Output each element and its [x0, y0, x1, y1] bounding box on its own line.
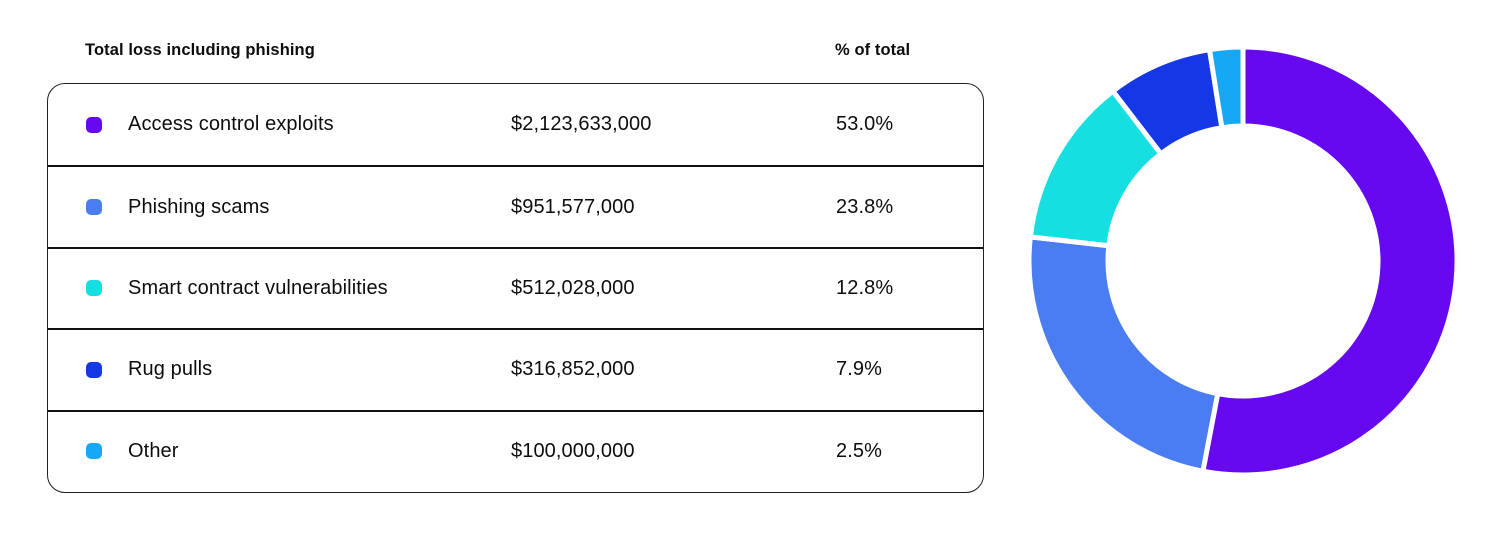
donut-segment-access-control-exploits — [1200, 44, 1460, 478]
category-label: Smart contract vulnerabilities — [128, 276, 388, 299]
percent-value: 2.5% — [836, 439, 882, 462]
category-label: Access control exploits — [128, 113, 334, 136]
legend-color-swatch-rug-pulls — [86, 361, 102, 378]
category-label: Other — [128, 439, 179, 462]
table-row: Phishing scams $951,577,000 23.8% — [48, 165, 983, 246]
table-header-total-loss: Total loss including phishing — [85, 41, 315, 59]
category-label: Phishing scams — [128, 195, 270, 218]
table-row: Other $100,000,000 2.5% — [48, 409, 983, 491]
table-header-percent-of-total: % of total — [835, 41, 911, 59]
percent-value: 53.0% — [836, 113, 894, 136]
table-row: Rug pulls $316,852,000 7.9% — [48, 328, 983, 409]
legend-color-swatch-smart-contract-vulnerabilities — [86, 280, 102, 297]
percent-value: 7.9% — [836, 358, 882, 381]
amount-value: $512,028,000 — [511, 276, 635, 299]
amount-value: $316,852,000 — [511, 358, 635, 381]
amount-value: $100,000,000 — [511, 439, 635, 462]
donut-segment-phishing-scams — [1026, 234, 1221, 474]
table-row: Smart contract vulnerabilities $512,028,0… — [48, 246, 983, 328]
legend-color-swatch-access-control-exploits — [86, 116, 102, 133]
amount-value: $951,577,000 — [511, 195, 635, 218]
donut-segment-other — [1207, 44, 1246, 131]
amount-value: $2,123,633,000 — [511, 113, 652, 136]
donut-chart — [1026, 44, 1460, 478]
table-row: Access control exploits $2,123,633,000 53.… — [48, 84, 983, 165]
percent-value: 23.8% — [836, 195, 894, 218]
loss-table: Access control exploits $2,123,633,000 53.… — [47, 83, 984, 493]
percent-value: 12.8% — [836, 276, 894, 299]
category-label: Rug pulls — [128, 358, 213, 381]
legend-color-swatch-phishing-scams — [86, 199, 102, 216]
legend-color-swatch-other — [86, 443, 102, 460]
